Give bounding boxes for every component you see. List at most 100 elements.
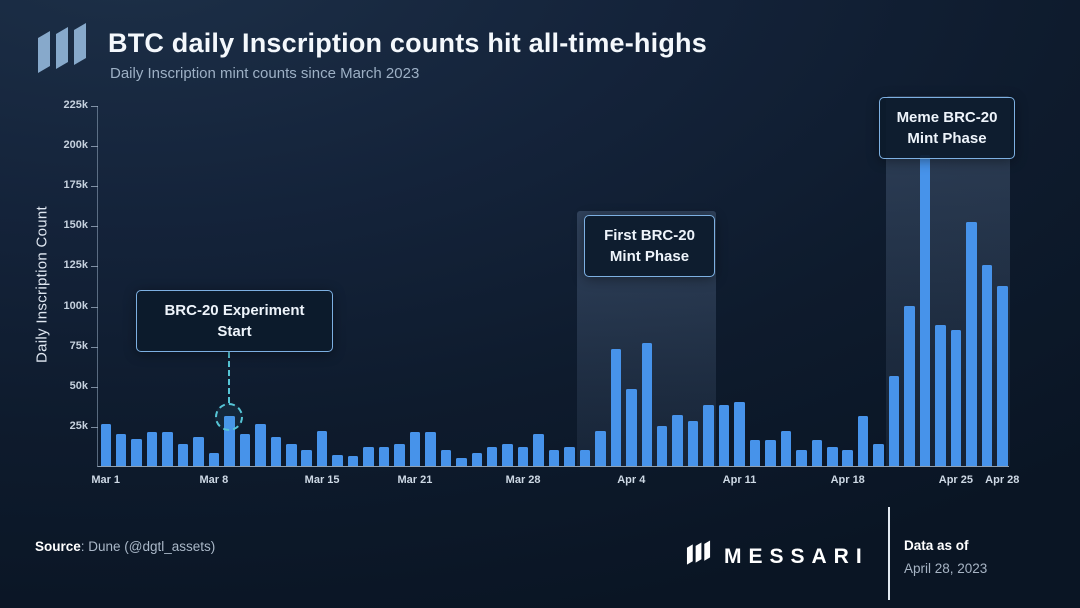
- bar-apr-20: [873, 443, 884, 466]
- y-tick-label: 150k: [63, 219, 88, 232]
- messari-logo-icon: [686, 540, 712, 573]
- bar-apr-21: [888, 376, 900, 466]
- bar-apr-18: [842, 450, 853, 466]
- bar-mar-7: [193, 437, 204, 466]
- bar-apr-28: [997, 286, 1008, 466]
- data-as-of-date: April 28, 2023: [904, 561, 988, 576]
- bar-mar-16: [332, 454, 343, 466]
- x-tick-label: Apr 18: [830, 474, 865, 486]
- bar-mar-28: [517, 446, 529, 466]
- bar-apr-14: [780, 430, 792, 466]
- bar-mar-30: [548, 450, 560, 466]
- bar-apr-7: [672, 414, 683, 466]
- bar-apr-11: [734, 401, 745, 466]
- bar-apr-25: [950, 329, 962, 466]
- y-tick-label: 100k: [63, 299, 88, 312]
- bar-mar-14: [301, 450, 312, 466]
- bar-mar-23: [440, 450, 451, 466]
- bar-apr-19: [857, 416, 869, 466]
- bar-mar-17: [347, 456, 359, 466]
- y-tick-label: 200k: [63, 139, 88, 152]
- bar-mar-27: [502, 443, 513, 466]
- source-label: Source: [35, 539, 81, 554]
- bar-mar-2: [115, 433, 127, 466]
- bar-mar-25: [471, 453, 482, 466]
- y-tick-label: 225k: [63, 99, 88, 111]
- bar-mar-18: [363, 446, 374, 466]
- bar-apr-23: [919, 154, 931, 466]
- bar-mar-5: [162, 432, 173, 466]
- bar-apr-8: [687, 421, 699, 466]
- y-tick-mark: [91, 386, 98, 388]
- bar-apr-6: [656, 425, 668, 466]
- y-tick-mark: [91, 266, 98, 268]
- bar-apr-13: [765, 440, 776, 466]
- bar-apr-10: [718, 405, 730, 466]
- x-tick-label: Apr 28: [985, 474, 1020, 486]
- bar-apr-17: [827, 446, 838, 466]
- bar-mar-19: [378, 446, 390, 466]
- bar-mar-29: [533, 433, 544, 466]
- data-as-of: Data as of April 28, 2023: [904, 538, 987, 576]
- bar-apr-4: [626, 389, 637, 466]
- x-tick-label: Mar 1: [91, 474, 121, 486]
- bar-mar-24: [456, 458, 467, 466]
- y-tick-mark: [91, 186, 98, 188]
- bar-apr-2: [595, 430, 606, 466]
- bar-mar-12: [270, 437, 281, 466]
- x-tick-label: Mar 28: [505, 474, 541, 486]
- bar-mar-10: [239, 433, 251, 466]
- y-tick-label: 50k: [69, 379, 88, 392]
- annotation-meme-brc20-mint-phase: Meme BRC-20 Mint Phase: [879, 97, 1015, 159]
- y-axis-label: Daily Inscription Count: [33, 206, 51, 363]
- y-tick-mark: [91, 106, 98, 107]
- y-tick-mark: [91, 426, 98, 428]
- x-tick-label: Mar 8: [199, 474, 229, 486]
- bar-mar-8: [208, 453, 220, 466]
- bar-apr-22: [904, 305, 915, 466]
- bar-mar-22: [425, 432, 436, 466]
- y-tick-mark: [91, 306, 98, 308]
- bar-mar-3: [131, 438, 142, 466]
- source-credit: Source: Dune (@dgtl_assets): [35, 539, 215, 554]
- y-tick-label: 125k: [63, 259, 88, 272]
- experiment-start-marker: [215, 403, 244, 432]
- data-as-of-label: Data as of: [904, 538, 969, 553]
- messari-logo-icon: [36, 22, 90, 85]
- page-title: BTC daily Inscription counts hit all-tim…: [108, 28, 707, 58]
- y-tick-mark: [91, 226, 98, 228]
- bar-mar-4: [146, 432, 158, 466]
- y-tick-mark: [91, 146, 98, 148]
- x-tick-label: Mar 15: [304, 474, 340, 486]
- plot-area: BRC-20 Experiment Start First BRC-20 Min…: [64, 96, 1019, 486]
- bar-apr-5: [641, 342, 652, 466]
- bar-mar-11: [255, 424, 266, 466]
- footer-divider: [888, 507, 890, 600]
- bar-apr-9: [703, 405, 714, 466]
- bar-mar-1: [100, 424, 111, 466]
- y-tick-label: 75k: [69, 339, 88, 352]
- bar-apr-1: [579, 450, 591, 466]
- bar-mar-15: [316, 430, 328, 466]
- annotation-first-brc20-mint-phase: First BRC-20 Mint Phase: [584, 215, 715, 277]
- annotation-experiment-start: BRC-20 Experiment Start: [136, 290, 333, 352]
- bar-apr-15: [796, 450, 807, 466]
- bar-apr-26: [966, 222, 977, 466]
- page-subtitle: Daily Inscription mint counts since Marc…: [110, 65, 420, 82]
- bar-apr-12: [749, 440, 761, 466]
- y-tick-label: 25k: [69, 419, 88, 432]
- y-tick-mark: [91, 346, 98, 348]
- x-tick-label: Apr 4: [617, 474, 646, 486]
- bar-mar-21: [409, 432, 421, 466]
- bar-mar-26: [486, 446, 498, 466]
- y-tick-label: 175k: [63, 179, 88, 192]
- bar-apr-16: [811, 440, 822, 466]
- x-tick-label: Mar 21: [397, 474, 433, 486]
- bar-mar-9: [224, 416, 235, 466]
- annotation-connector-line: [228, 352, 231, 404]
- bar-mar-31: [564, 446, 575, 466]
- x-tick-label: Apr 25: [938, 474, 974, 486]
- source-value: : Dune (@dgtl_assets): [80, 539, 216, 554]
- bar-apr-3: [610, 348, 622, 466]
